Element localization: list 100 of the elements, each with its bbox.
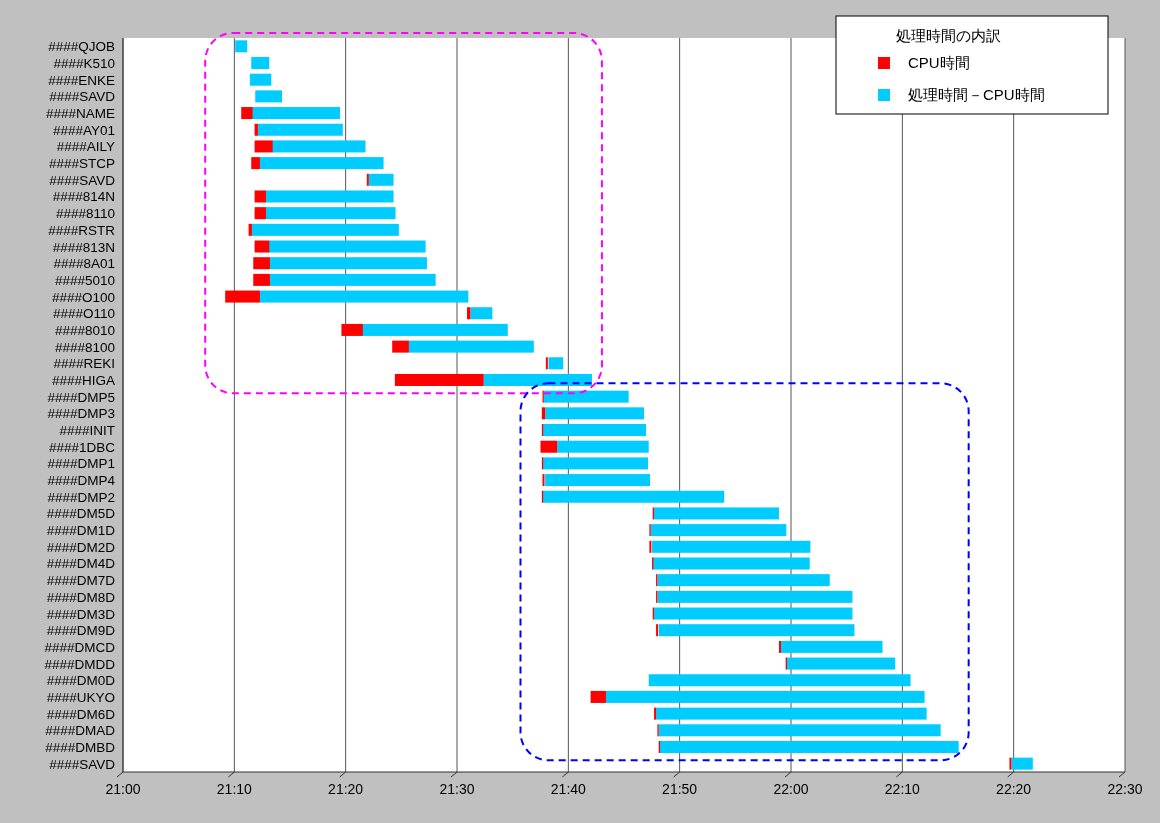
y-tick-label: ####DMBD [45, 739, 116, 755]
y-tick-label: ####814N [52, 189, 115, 205]
y-tick-label: ####SAVD [49, 756, 116, 772]
bar [605, 690, 925, 703]
y-tick-label: ####DM4D [46, 556, 116, 572]
bar [467, 307, 471, 320]
bar [254, 190, 266, 203]
x-tick-label: 21:30 [439, 781, 475, 797]
y-tick-label: ####8A01 [53, 256, 115, 272]
y-tick-label: ####QJOB [48, 39, 115, 55]
bar [251, 107, 341, 120]
legend-label: CPU時間 [908, 54, 970, 71]
y-tick-label: ####O100 [51, 289, 115, 305]
y-tick-label: ####SAVD [49, 172, 116, 188]
bar [543, 390, 629, 403]
bar [254, 123, 258, 136]
bar [542, 474, 545, 487]
legend-title: 処理時間の内訳 [896, 27, 1001, 44]
bar [780, 640, 883, 653]
y-tick-label: ####DM8D [46, 589, 116, 605]
y-tick-label: ####DMAD [45, 723, 116, 739]
bar [254, 207, 266, 220]
bar [253, 257, 270, 270]
bar [241, 107, 253, 120]
bar [269, 273, 436, 286]
y-tick-label: ####SAVD [49, 89, 116, 105]
bar [265, 190, 394, 203]
bar [654, 507, 779, 520]
bar [341, 323, 363, 336]
bar [265, 207, 396, 220]
bar [259, 290, 469, 303]
bar [249, 73, 272, 86]
bar [658, 624, 855, 637]
x-tick-label: 21:00 [105, 781, 141, 797]
y-tick-label: ####DM0D [46, 673, 116, 689]
bar [648, 674, 911, 687]
bar [408, 340, 534, 353]
x-tick-label: 22:00 [773, 781, 809, 797]
y-tick-label: ####AILY [56, 139, 115, 155]
bar [658, 724, 941, 737]
bar [255, 90, 282, 103]
bar [654, 607, 853, 620]
x-tick-label: 22:30 [1107, 781, 1143, 797]
bar [392, 340, 409, 353]
bar [649, 540, 652, 553]
y-tick-label: ####8010 [54, 322, 115, 338]
bar [235, 40, 248, 53]
bar [545, 357, 548, 370]
bar [254, 240, 270, 253]
y-tick-label: ####DMP3 [47, 406, 115, 422]
y-tick-label: ####DMP4 [47, 473, 116, 489]
bar [470, 307, 493, 320]
y-tick-label: ####RSTR [48, 222, 116, 238]
bar [657, 574, 830, 587]
bar [652, 557, 810, 570]
bar [548, 357, 564, 370]
bar [590, 690, 606, 703]
bar [251, 57, 270, 70]
bar [540, 440, 558, 453]
bar [542, 457, 649, 470]
x-tick-label: 21:50 [662, 781, 698, 797]
bar [259, 157, 384, 170]
y-tick-label: ####NAME [45, 106, 115, 122]
bar [654, 707, 657, 720]
y-tick-label: ####AY01 [52, 122, 115, 138]
y-tick-label: ####8110 [55, 206, 115, 222]
bar [650, 524, 787, 537]
bar [248, 223, 252, 236]
y-tick-label: ####HIGA [51, 372, 115, 388]
bar [652, 540, 811, 553]
x-tick-label: 21:20 [328, 781, 364, 797]
bar [269, 257, 427, 270]
bar [368, 173, 394, 186]
bar [656, 707, 927, 720]
y-tick-label: ####DMP5 [47, 389, 115, 405]
bar [657, 590, 853, 603]
bar [225, 290, 260, 303]
y-tick-label: ####UKYO [46, 689, 115, 705]
bar [251, 157, 260, 170]
y-tick-label: ####DM6D [46, 706, 116, 722]
bar [366, 173, 369, 186]
y-tick-label: ####INIT [59, 423, 115, 439]
y-tick-label: ####DMCD [44, 639, 116, 655]
bar [483, 373, 592, 386]
y-tick-label: ####8100 [54, 339, 115, 355]
y-tick-label: ####DM5D [46, 506, 116, 522]
x-tick-label: 22:10 [884, 781, 921, 797]
bar [656, 624, 659, 637]
y-tick-label: ####REKI [53, 356, 115, 372]
bar [545, 407, 645, 420]
y-tick-label: ####DM1D [46, 523, 116, 539]
y-tick-label: ####STCP [48, 156, 115, 172]
y-tick-label: ####ENKE [48, 72, 115, 88]
y-tick-label: ####DMP2 [47, 489, 115, 505]
y-tick-label: ####K510 [53, 56, 115, 72]
y-tick-label: ####DMDD [44, 656, 116, 672]
bar [541, 407, 546, 420]
y-tick-label: ####DM2D [46, 539, 116, 555]
bar [362, 323, 508, 336]
bar [251, 223, 399, 236]
